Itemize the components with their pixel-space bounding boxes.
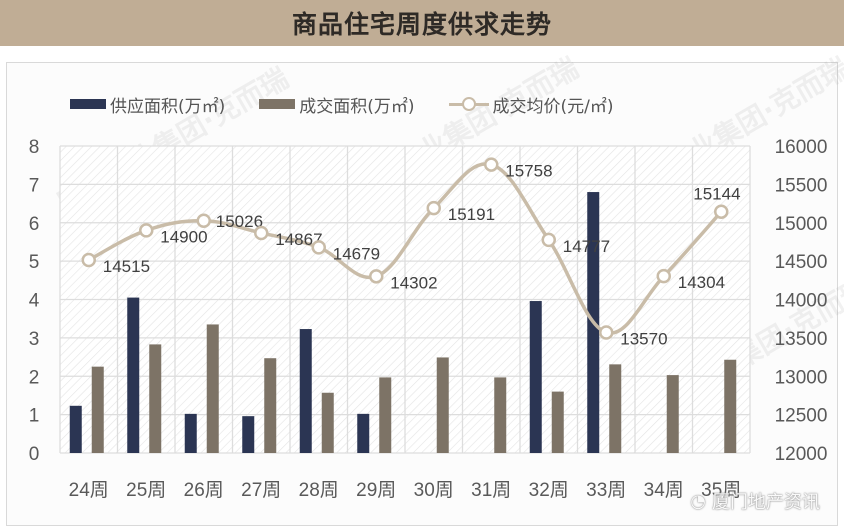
x-axis-tick-label: 28周 bbox=[299, 480, 339, 501]
legend-item-supply[interactable]: 供应面积(万㎡) bbox=[70, 92, 225, 117]
x-axis-tick-label: 24周 bbox=[69, 480, 109, 501]
sales-bar bbox=[551, 391, 564, 453]
y-axis-tick-label: 2 bbox=[29, 367, 40, 388]
sales-bar bbox=[379, 377, 392, 453]
chart-legend: 供应面积(万㎡) 成交面积(万㎡) 成交均价(元/㎡) bbox=[70, 92, 614, 117]
sales-bar bbox=[666, 375, 679, 453]
legend-item-sales[interactable]: 成交面积(万㎡) bbox=[259, 92, 415, 117]
legend-label: 成交均价(元/㎡) bbox=[492, 96, 614, 117]
sales-bar bbox=[724, 359, 737, 453]
y2-axis-tick-label: 12000 bbox=[775, 444, 828, 465]
x-axis-tick-label: 33周 bbox=[586, 480, 626, 501]
price-data-label: 15758 bbox=[505, 162, 552, 181]
price-data-label: 14867 bbox=[275, 230, 322, 249]
y2-axis-tick-label: 15000 bbox=[775, 214, 828, 235]
price-data-label: 15026 bbox=[216, 212, 263, 231]
source-tag: ◔ 厦门地产资讯 bbox=[690, 488, 820, 514]
price-marker bbox=[426, 200, 441, 216]
source-label: 厦门地产资讯 bbox=[712, 492, 820, 513]
sales-bar bbox=[609, 364, 622, 453]
price-marker bbox=[196, 213, 211, 229]
y2-axis-tick-label: 12500 bbox=[775, 406, 828, 427]
price-data-label: 14900 bbox=[160, 227, 207, 246]
x-axis-tick-label: 25周 bbox=[126, 480, 166, 501]
supply-bar bbox=[184, 413, 197, 453]
y-axis-tick-label: 4 bbox=[29, 291, 40, 312]
price-data-label: 13570 bbox=[620, 330, 667, 349]
price-data-label: 14515 bbox=[103, 257, 150, 276]
sales-bar bbox=[149, 344, 162, 453]
y-axis-tick-label: 0 bbox=[29, 444, 40, 465]
chart-title: 商品住宅周度供求走势 bbox=[291, 10, 552, 39]
supply-bar bbox=[127, 297, 140, 453]
y2-axis-tick-label: 13500 bbox=[775, 329, 828, 350]
y2-axis-tick-label: 16000 bbox=[775, 137, 828, 158]
y-axis-tick-label: 3 bbox=[29, 329, 40, 350]
price-data-label: 14302 bbox=[390, 273, 437, 292]
x-axis-tick-label: 26周 bbox=[184, 480, 224, 501]
sales-bar bbox=[321, 392, 334, 453]
x-axis-tick-label: 27周 bbox=[241, 480, 281, 501]
line-marker-icon bbox=[448, 97, 489, 111]
sales-bar bbox=[436, 357, 449, 453]
price-data-label: 14679 bbox=[333, 244, 380, 263]
price-marker bbox=[541, 232, 556, 248]
y-axis-tick-label: 8 bbox=[29, 137, 40, 158]
y-axis-tick-label: 1 bbox=[29, 406, 40, 427]
x-axis-tick-label: 31周 bbox=[471, 480, 511, 501]
y-axis-tick-label: 7 bbox=[29, 175, 40, 196]
wechat-icon: ◔ bbox=[690, 490, 706, 512]
supply-bar bbox=[242, 416, 255, 453]
x-axis-tick-label: 32周 bbox=[529, 480, 569, 501]
supply-bar bbox=[529, 301, 542, 453]
x-axis-tick-label: 30周 bbox=[414, 480, 454, 501]
price-marker bbox=[369, 269, 384, 284]
sales-bar bbox=[494, 377, 507, 453]
x-axis-tick-label: 35周 bbox=[701, 480, 741, 501]
y-axis-tick-label: 6 bbox=[29, 214, 40, 235]
x-axis-tick-label: 29周 bbox=[356, 480, 396, 501]
price-marker bbox=[81, 252, 96, 268]
sales-bar bbox=[206, 324, 219, 453]
x-axis-tick-label: 34周 bbox=[644, 480, 684, 501]
y-axis-tick-label: 5 bbox=[29, 252, 40, 273]
price-marker bbox=[254, 225, 269, 241]
price-marker bbox=[311, 240, 326, 255]
price-data-label: 14777 bbox=[563, 237, 610, 256]
y2-axis-tick-label: 15500 bbox=[775, 175, 828, 196]
sales-swatch-icon bbox=[259, 99, 296, 109]
price-data-label: 15191 bbox=[448, 205, 495, 224]
supply-bar bbox=[299, 329, 312, 453]
price-data-label: 14304 bbox=[678, 273, 725, 292]
sales-bar bbox=[264, 358, 277, 453]
legend-label: 供应面积(万㎡) bbox=[110, 96, 226, 117]
supply-bar bbox=[357, 413, 370, 453]
price-marker bbox=[139, 223, 154, 238]
price-marker bbox=[656, 268, 671, 284]
y2-axis-tick-label: 14000 bbox=[775, 291, 828, 312]
price-marker bbox=[599, 325, 614, 340]
supply-bar bbox=[69, 405, 82, 453]
legend-label: 成交面积(万㎡) bbox=[299, 96, 415, 117]
title-banner: 商品住宅周度供求走势 bbox=[0, 0, 844, 46]
price-marker bbox=[484, 157, 499, 172]
y2-axis-tick-label: 13000 bbox=[775, 367, 828, 388]
price-marker bbox=[714, 204, 729, 219]
legend-item-price[interactable]: 成交均价(元/㎡) bbox=[448, 92, 614, 117]
sales-bar bbox=[91, 366, 104, 453]
price-data-label: 15144 bbox=[693, 185, 740, 204]
supply-swatch-icon bbox=[70, 99, 106, 109]
y2-axis-tick-label: 14500 bbox=[775, 252, 828, 273]
